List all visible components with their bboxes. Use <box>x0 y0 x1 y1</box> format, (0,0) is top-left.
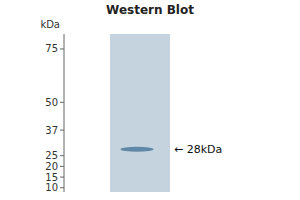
tick-label: 37 <box>45 125 58 136</box>
tick <box>60 130 64 131</box>
annotation: ← 28kDa <box>174 143 222 156</box>
tick-label: 50 <box>45 97 58 108</box>
chart: Western Blot kDa 10152025 37 50 75 ← 28kDa <box>0 0 300 200</box>
lane <box>110 34 170 192</box>
tick <box>60 177 64 178</box>
y-axis <box>64 34 65 192</box>
plot-area <box>110 34 170 192</box>
band <box>121 147 154 152</box>
tick <box>60 155 64 156</box>
tick-label: 25 <box>45 150 58 161</box>
tick <box>60 102 64 103</box>
tick-label: 10 <box>45 182 58 193</box>
title: Western Blot <box>106 3 194 17</box>
tick <box>60 166 64 167</box>
tick <box>60 48 64 49</box>
tick-label: 75 <box>45 43 58 54</box>
tick <box>60 187 64 188</box>
tick-label: 20 <box>45 161 58 172</box>
y-axis-label: kDa <box>40 19 60 30</box>
tick-label: 15 <box>45 172 58 183</box>
